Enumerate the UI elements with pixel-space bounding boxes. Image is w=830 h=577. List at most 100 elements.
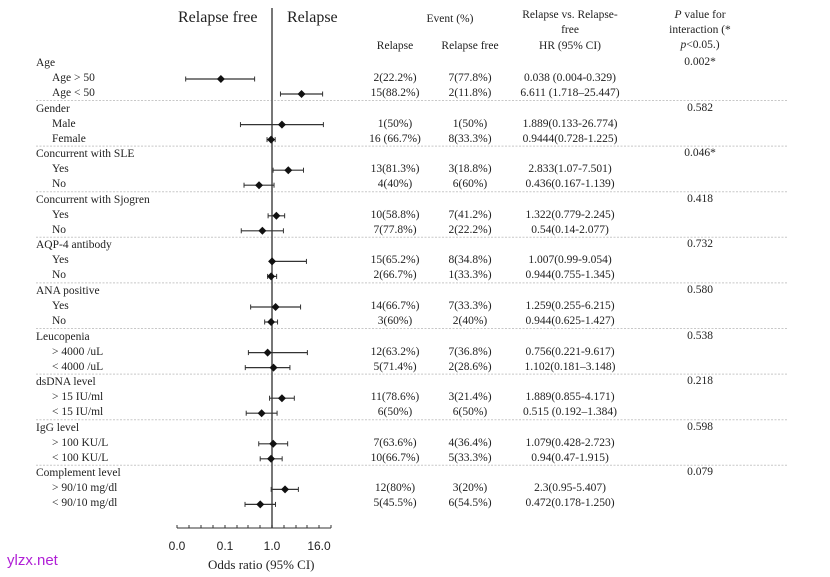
group-label: Complement level	[36, 467, 121, 480]
relapse-free-count: 6(54.5%)	[448, 497, 492, 510]
row-label: < 4000 /uL	[52, 360, 104, 373]
hr-ci-text: 0.038 (0.004-0.329)	[524, 72, 616, 84]
hr-ci-text: 1.889(0.133-26.774)	[522, 117, 618, 130]
relapse-free-count: 3(21.4%)	[448, 391, 492, 404]
point-estimate	[257, 409, 266, 418]
relapse-count: 14(66.7%)	[370, 300, 420, 312]
relapse-free-count: 2(11.8%)	[448, 87, 492, 99]
point-estimate	[284, 166, 293, 175]
relapse-free-count: 8(33.3%)	[448, 132, 492, 145]
group-label: IgG level	[36, 421, 80, 434]
p-italic-small: p	[680, 39, 687, 51]
relapse-count: 2(66.7%)	[373, 269, 417, 282]
relapse-free-count: 7(41.2%)	[448, 208, 492, 221]
row-label: < 100 KU/L	[52, 451, 109, 464]
relapse-free-count: 5(33.3%)	[448, 451, 492, 464]
group-label: Concurrent with SLE	[36, 148, 135, 161]
relapse-col-header: Relapse	[376, 40, 414, 52]
row-label: > 4000 /uL	[52, 345, 104, 358]
relapse-free-count: 4(36.4%)	[448, 436, 492, 449]
p-value: 0.732	[687, 238, 713, 251]
p-value: 0.580	[687, 284, 713, 296]
hr-ci-text: 0.472(0.178-1.250)	[525, 497, 615, 510]
p-value: 0.598	[687, 420, 713, 433]
group-label: dsDNA level	[36, 376, 96, 389]
hr-header-line1: Relapse vs. Relapse-	[522, 9, 618, 21]
relapse-count: 11(78.6%)	[370, 391, 420, 404]
relapse-count: 12(80%)	[374, 482, 416, 495]
relapse-count: 10(58.8%)	[370, 208, 420, 221]
group-label: Gender	[36, 102, 70, 115]
hr-header-line2: free	[561, 24, 579, 36]
group-label: ANA positive	[36, 285, 100, 297]
relapse-count: 7(63.6%)	[373, 436, 417, 449]
row-label: Yes	[52, 163, 69, 176]
point-estimate	[267, 454, 276, 463]
p-italic: P	[674, 9, 682, 21]
relapse-count: 12(63.2%)	[370, 345, 420, 358]
row-label: > 100 KU/L	[52, 436, 109, 449]
relapse-count: 15(65.2%)	[370, 254, 420, 267]
point-estimate	[216, 75, 225, 83]
relapse-free-count: 2(22.2%)	[448, 223, 492, 236]
row-label: Age > 50	[52, 72, 95, 84]
x-tick-label: 1.0	[263, 539, 281, 553]
point-estimate	[268, 257, 277, 266]
hr-ci-text: 2.833(1.07-7.501)	[528, 163, 612, 176]
relapse-free-count: 6(50%)	[452, 406, 488, 419]
group-label: Age	[36, 57, 56, 69]
row-label: > 15 IU/ml	[52, 391, 104, 404]
row-label: Female	[52, 132, 86, 145]
row-label: < 90/10 mg/dl	[52, 497, 118, 510]
row-label: Male	[52, 117, 76, 130]
hr-ci-text: 2.3(0.95-5.407)	[534, 482, 606, 495]
watermark: ylzx.net	[7, 552, 58, 569]
relapse-count: 7(77.8%)	[373, 223, 417, 236]
hr-header-line3: HR (95% CI)	[539, 40, 601, 52]
p-value: 0.079	[687, 466, 713, 479]
relapse-count: 1(50%)	[377, 117, 413, 130]
relapse-count: 4(40%)	[377, 178, 413, 191]
point-estimate	[269, 363, 278, 372]
relapse-free-count: 3(18.8%)	[448, 163, 492, 176]
hr-ci-text: 1.322(0.779-2.245)	[525, 208, 615, 221]
row-label: Age < 50	[52, 87, 95, 99]
row-label: No	[52, 178, 67, 191]
point-estimate	[256, 500, 265, 509]
p-header-line1: P value for	[640, 8, 760, 23]
left-direction-label: Relapse free	[178, 9, 258, 26]
relapse-count: 16 (66.7%)	[369, 132, 421, 145]
event-group-header: Event (%)	[426, 13, 474, 25]
hr-ci-text: 0.436(0.167-1.139)	[525, 178, 615, 191]
relapse-free-count: 3(20%)	[452, 482, 488, 495]
row-label: Yes	[52, 254, 69, 267]
p-value: 0.046*	[684, 147, 716, 160]
hr-ci-text: 0.756(0.221-9.617)	[525, 345, 615, 358]
row-label: No	[52, 223, 67, 236]
relapse-free-count: 1(33.3%)	[448, 269, 492, 282]
relapse-count: 2(22.2%)	[373, 72, 417, 84]
p-value: 0.538	[687, 329, 713, 342]
relapse-free-count: 7(36.8%)	[448, 345, 492, 358]
x-tick-label: 16.0	[307, 539, 331, 553]
row-label: > 90/10 mg/dl	[52, 482, 118, 495]
p-value: 0.002*	[684, 56, 716, 68]
row-label: No	[52, 315, 67, 327]
relapse-count: 3(60%)	[377, 315, 413, 327]
relapse-count: 6(50%)	[377, 406, 413, 419]
relapse-free-count: 7(77.8%)	[448, 72, 492, 84]
row-label: < 15 IU/ml	[52, 406, 104, 419]
group-label: Concurrent with Sjogren	[36, 193, 150, 206]
point-estimate	[267, 318, 276, 326]
point-estimate	[263, 348, 272, 357]
relapse-count: 5(71.4%)	[373, 360, 417, 373]
group-label: Leucopenia	[36, 330, 90, 343]
point-estimate	[267, 272, 276, 281]
hr-ci-text: 0.944(0.625-1.427)	[525, 315, 615, 327]
p-header-line2: interaction (*	[669, 24, 731, 36]
right-direction-label: Relapse	[287, 9, 338, 26]
p-header-rest: value for	[681, 9, 726, 21]
p-value: 0.582	[687, 101, 713, 114]
x-axis-label: Odds ratio (95% CI)	[208, 557, 315, 572]
